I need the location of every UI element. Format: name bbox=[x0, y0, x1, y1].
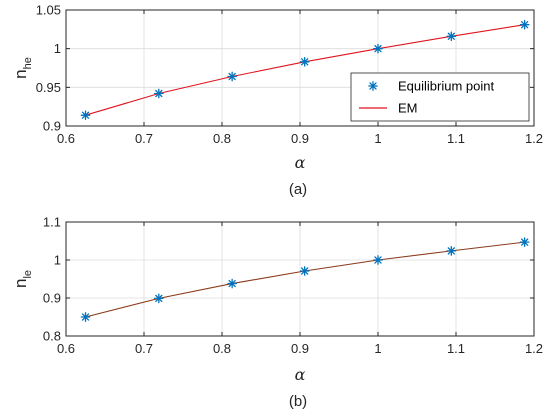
data-point bbox=[227, 71, 237, 82]
y-tick-label: 1 bbox=[54, 253, 61, 268]
y-tick-label: 1.05 bbox=[36, 3, 61, 18]
y-axis-label: nle bbox=[11, 270, 34, 288]
x-tick-label: 0.7 bbox=[135, 131, 153, 146]
x-tick-label: 1.2 bbox=[525, 131, 543, 146]
x-tick-label: 0.6 bbox=[57, 131, 75, 146]
legend: Equilibrium point EM bbox=[350, 72, 530, 122]
legend-box bbox=[350, 72, 530, 122]
x-tick-label: 0.8 bbox=[213, 341, 231, 356]
y-tick-label: 0.95 bbox=[36, 80, 61, 95]
x-tick-label: 0.8 bbox=[213, 131, 231, 146]
data-point bbox=[80, 312, 91, 322]
x-tick-label: 0.9 bbox=[291, 131, 309, 146]
y-tick-label: 0.9 bbox=[43, 291, 61, 306]
y-tick-label: 0.8 bbox=[43, 329, 61, 344]
data-point bbox=[519, 19, 530, 30]
data-point bbox=[153, 88, 164, 99]
x-tick-label: 1 bbox=[374, 341, 381, 356]
y-axis-label: nhe bbox=[11, 57, 34, 79]
panel-caption: (b) bbox=[289, 393, 307, 410]
y-axis-label-main: n bbox=[11, 279, 30, 288]
legend-label: Equilibrium point bbox=[398, 79, 494, 94]
data-point bbox=[299, 266, 310, 276]
x-tick-label: 0.7 bbox=[135, 341, 153, 356]
x-tick-label: 0.9 bbox=[291, 341, 309, 356]
legend-marker bbox=[368, 81, 378, 91]
x-tick-label: 0.6 bbox=[57, 341, 75, 356]
data-point bbox=[446, 246, 457, 256]
data-point bbox=[80, 110, 91, 121]
x-tick-label: 1 bbox=[374, 131, 381, 146]
data-point bbox=[373, 255, 383, 265]
legend-label: EM bbox=[398, 101, 418, 116]
y-axis-label-sub: le bbox=[22, 270, 34, 279]
data-point bbox=[227, 278, 237, 289]
x-axis-label: α bbox=[295, 153, 306, 172]
chart-panel-b: 0.6 0.7 0.8 0.9 1 1.1 1.2 0.8 0.9 1 1.1 nle α (b) bbox=[11, 215, 543, 411]
x-tick-label: 1.1 bbox=[447, 341, 465, 356]
x-tick-label: 1.1 bbox=[447, 131, 465, 146]
data-point bbox=[373, 43, 383, 54]
x-tick-label: 1.2 bbox=[525, 341, 543, 356]
y-tick-label: 1.1 bbox=[43, 215, 61, 230]
chart-panel-a: 0.6 0.7 0.8 0.9 1 1.1 1.2 0.9 0.95 1 1.05 nhe α (a) Eq… bbox=[11, 3, 543, 199]
data-point bbox=[519, 237, 530, 247]
data-point bbox=[446, 31, 457, 42]
data-point bbox=[299, 56, 310, 67]
y-axis-label-main: n bbox=[11, 69, 30, 78]
y-tick-label: 1 bbox=[54, 41, 61, 56]
y-tick-label: 0.9 bbox=[43, 119, 61, 134]
data-point bbox=[153, 293, 164, 304]
y-axis-label-sub: he bbox=[22, 57, 34, 69]
panel-caption: (a) bbox=[289, 181, 307, 198]
x-axis-label: α bbox=[295, 365, 306, 384]
